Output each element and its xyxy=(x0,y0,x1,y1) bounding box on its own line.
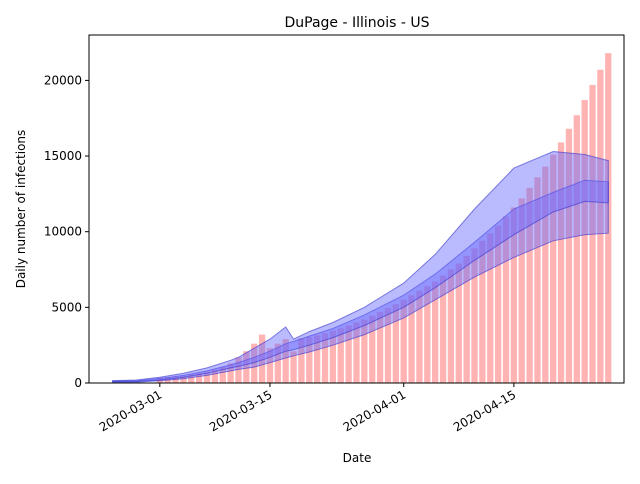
bar xyxy=(557,142,565,383)
bar xyxy=(290,351,297,383)
bar xyxy=(282,339,289,383)
bar xyxy=(180,375,187,383)
bar xyxy=(337,328,344,383)
y-tick-label: 5000 xyxy=(51,300,82,314)
bar xyxy=(424,286,431,383)
bar xyxy=(196,373,203,383)
bar xyxy=(526,187,533,383)
prediction-band-2 xyxy=(112,150,609,383)
bar xyxy=(447,269,455,383)
bar xyxy=(243,351,250,383)
bar xyxy=(439,275,447,383)
bar xyxy=(542,166,549,383)
plot-area xyxy=(112,53,612,384)
bar xyxy=(479,240,486,383)
bar xyxy=(494,225,502,383)
bar xyxy=(534,177,541,383)
bar xyxy=(274,343,281,383)
bar xyxy=(353,322,360,383)
bar xyxy=(432,281,439,383)
bar xyxy=(251,343,258,383)
bar xyxy=(376,311,384,383)
bar xyxy=(416,290,423,383)
y-tick-label: 20000 xyxy=(44,73,82,87)
bar xyxy=(211,369,219,383)
bar xyxy=(235,357,242,383)
bar xyxy=(321,333,329,383)
bar xyxy=(502,216,510,383)
bar xyxy=(471,248,478,383)
chart-title: DuPage - Illinois - US xyxy=(284,15,429,31)
bar xyxy=(510,207,517,383)
bar xyxy=(455,263,462,383)
y-tick-label: 15000 xyxy=(44,149,82,163)
prediction-band-1 xyxy=(112,179,609,383)
bar xyxy=(487,233,494,383)
bar xyxy=(518,198,525,383)
y-tick-label: 10000 xyxy=(44,225,82,239)
bar xyxy=(298,338,305,383)
bar xyxy=(392,304,399,383)
bar xyxy=(306,336,313,383)
bar xyxy=(258,334,266,383)
bar xyxy=(266,348,274,383)
bar xyxy=(463,255,470,383)
bar xyxy=(408,295,415,383)
bar xyxy=(227,363,234,383)
bar xyxy=(550,154,557,383)
bar xyxy=(369,315,376,383)
bar xyxy=(384,308,392,383)
bar xyxy=(597,69,604,384)
bar xyxy=(361,319,368,383)
plot-frame xyxy=(88,34,625,384)
x-axis-label: Date xyxy=(343,451,372,465)
bar xyxy=(400,299,407,383)
bar xyxy=(314,335,321,383)
bar xyxy=(203,371,211,383)
bar xyxy=(219,367,226,383)
bar xyxy=(565,128,573,383)
y-tick-label: 0 xyxy=(74,376,82,390)
bar xyxy=(345,325,352,383)
bar xyxy=(581,100,588,384)
bar xyxy=(329,330,337,383)
y-axis-label: Daily number of infections xyxy=(14,130,28,289)
bar xyxy=(188,374,195,383)
bar xyxy=(573,115,580,383)
